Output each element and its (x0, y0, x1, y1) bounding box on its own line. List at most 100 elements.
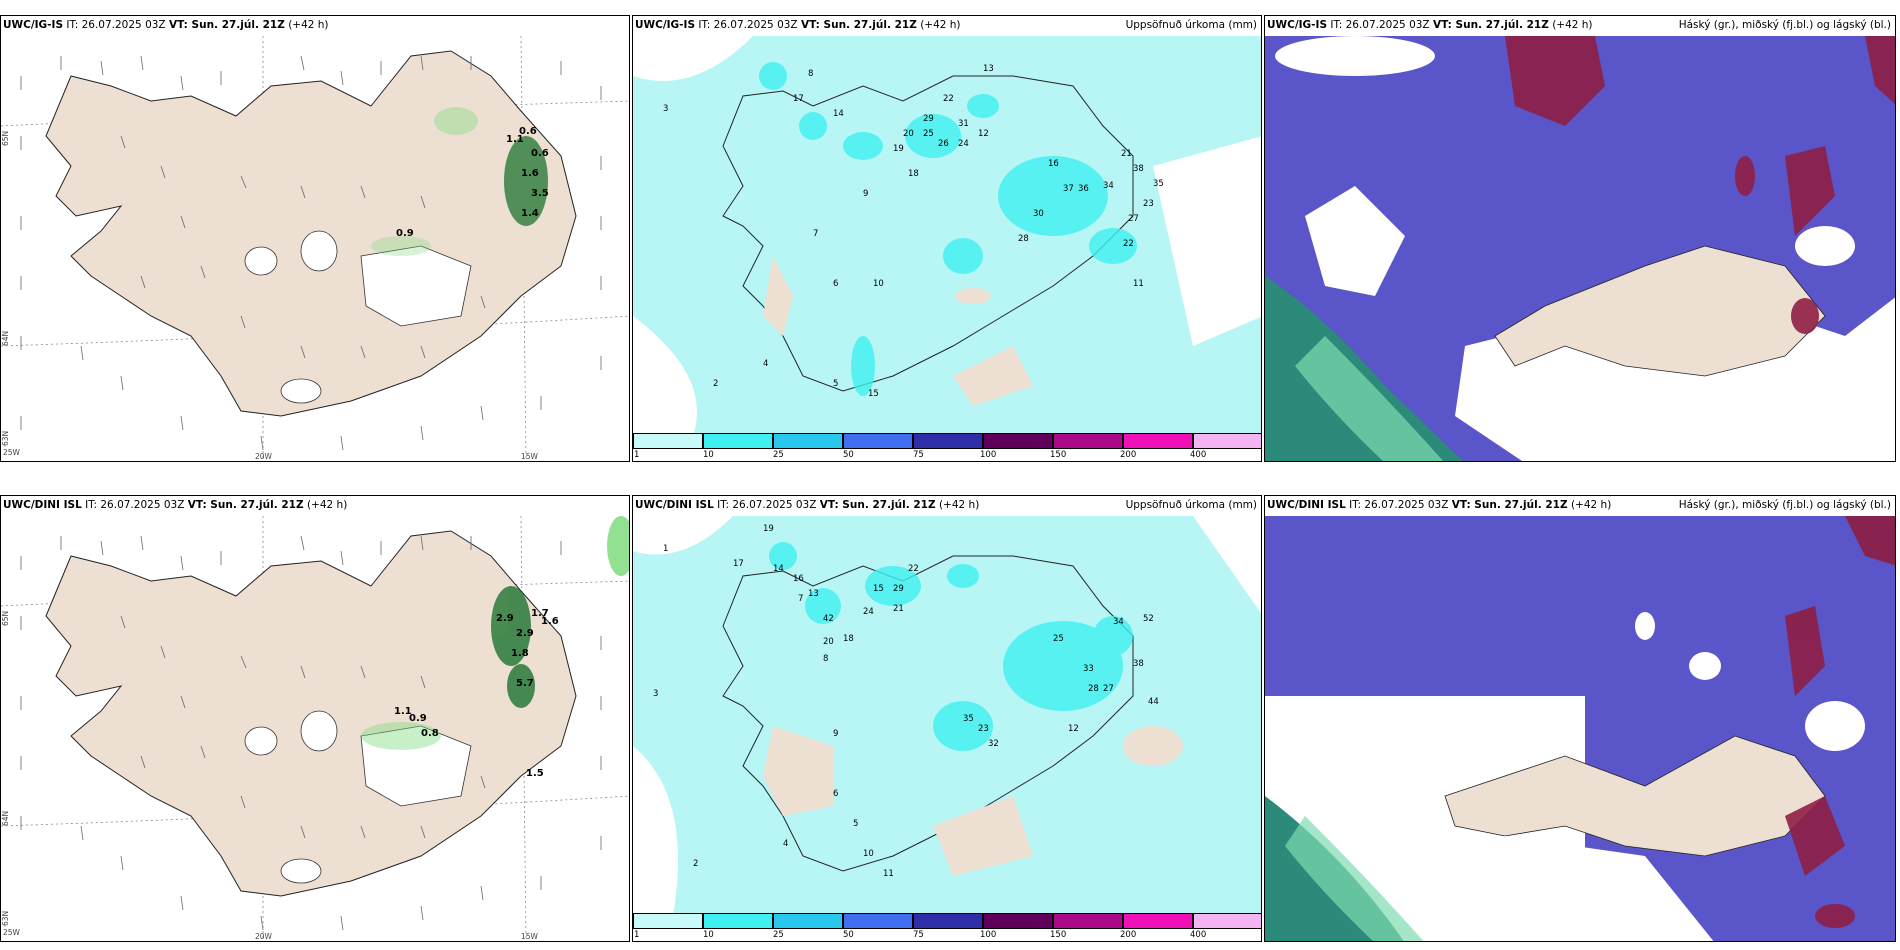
lead-time: (+42 h) (1570, 499, 1612, 511)
lon-label: 15W (521, 452, 538, 461)
panel-header: UWC/IG-IS IT: 26.07.2025 03Z VT: Sun. 27… (3, 19, 329, 31)
wind-precip-map-ig-is: UWC/IG-IS IT: 26.07.2025 03Z VT: Sun. 27… (0, 15, 630, 462)
panel-header: UWC/DINI ISL IT: 26.07.2025 03Z VT: Sun.… (3, 499, 347, 511)
map-canvas: 0.6 0.6 1.1 1.6 3.5 1.4 0.9 (1, 35, 629, 461)
colorbar-swatch (1193, 913, 1261, 929)
lat-label: 64N (1, 810, 10, 826)
precip-value: 17 (793, 94, 804, 104)
lat-label: 63N (1, 910, 10, 926)
precip-value-label: 0.6 (531, 148, 549, 159)
precip-value: 29 (923, 114, 934, 124)
colorbar-swatch (703, 433, 773, 449)
lat-label: 65N (1, 610, 10, 626)
panel-header: UWC/IG-IS IT: 26.07.2025 03Z VT: Sun. 27… (635, 19, 961, 31)
precip-colorbar: 1 10 25 50 75 100 150 200 400 (633, 911, 1261, 941)
lead-time: (+42 h) (306, 499, 348, 511)
precip-value: 4 (763, 359, 768, 369)
map-canvas: 8 13 22 29 31 12 25 26 24 19 20 18 16 37… (633, 36, 1261, 436)
precip-value: 26 (938, 139, 949, 149)
precip-value: 3 (663, 104, 668, 114)
precip-value: 5 (833, 379, 838, 389)
precip-value: 13 (983, 64, 994, 74)
precip-value: 28 (1088, 684, 1099, 694)
precip-value: 23 (978, 724, 989, 734)
colorbar-swatch (1053, 433, 1123, 449)
precip-value: 27 (1103, 684, 1114, 694)
precip-value: 22 (908, 564, 919, 574)
precip-value-labels: 2.9 1.7 1.6 2.9 1.8 5.7 1.1 0.9 0.8 1.5 (394, 608, 559, 779)
precip-value: 38 (1133, 164, 1144, 174)
colorbar-tick: 1 (634, 930, 640, 940)
precip-value: 23 (1143, 199, 1154, 209)
precip-value: 21 (893, 604, 904, 614)
precip-map-dini-isl: UWC/DINI ISL IT: 26.07.2025 03Z VT: Sun.… (632, 495, 1262, 942)
precip-colorbar: 1 10 25 50 75 100 150 200 400 (633, 431, 1261, 461)
it-label: IT: (1330, 19, 1343, 31)
precip-value: 11 (1133, 279, 1144, 289)
precip-value: 52 (1143, 614, 1154, 624)
precip-value: 12 (978, 129, 989, 139)
map-canvas: 19 17 14 16 13 22 29 21 15 24 42 18 20 5… (633, 516, 1261, 916)
colorbar-swatch (1193, 433, 1261, 449)
colorbar-tick: 100 (980, 930, 997, 940)
vt-label: VT: Sun. 27.júl. 21Z (168, 19, 285, 31)
colorbar-swatch (633, 433, 703, 449)
precip-value: 14 (833, 109, 844, 119)
colorbar-tick: 25 (773, 450, 784, 460)
vt-label: VT: Sun. 27.júl. 21Z (819, 499, 936, 511)
precip-value: 2 (713, 379, 718, 389)
colorbar-swatch (843, 913, 913, 929)
precip-value-label: 1.6 (541, 616, 559, 627)
precip-value: 30 (1033, 209, 1044, 219)
colorbar-tick: 75 (913, 450, 924, 460)
precip-value: 13 (808, 589, 819, 599)
colorbar-tick: 10 (703, 930, 714, 940)
precip-value: 7 (798, 594, 803, 604)
precip-value: 35 (963, 714, 974, 724)
panel-header: UWC/DINI ISL IT: 26.07.2025 03Z VT: Sun.… (635, 499, 979, 511)
precip-value: 14 (773, 564, 784, 574)
precip-value: 32 (988, 739, 999, 749)
precip-value: 15 (868, 389, 879, 399)
precip-value: 7 (813, 229, 818, 239)
precip-value: 27 (1128, 214, 1139, 224)
precip-value: 21 (1121, 149, 1132, 159)
precip-value: 2 (693, 859, 698, 869)
colorbar-tick: 10 (703, 450, 714, 460)
it-label: IT: (717, 499, 730, 511)
precip-value-label: 2.9 (516, 628, 534, 639)
colorbar-tick: 400 (1190, 930, 1207, 940)
precip-value: 19 (763, 524, 774, 534)
map-canvas (1265, 516, 1895, 941)
colorbar-swatch (1053, 913, 1123, 929)
precip-cyan-patches (759, 62, 1137, 396)
lead-time: (+42 h) (938, 499, 980, 511)
precip-value: 36 (1078, 184, 1089, 194)
colorbar-tick: 100 (980, 450, 997, 460)
precip-value: 25 (923, 129, 934, 139)
model-name: UWC/IG-IS (3, 19, 64, 31)
precip-value-label: 0.8 (421, 728, 439, 739)
precip-value: 34 (1113, 617, 1124, 627)
vt-label: VT: Sun. 27.júl. 21Z (1451, 499, 1568, 511)
colorbar-swatch (843, 433, 913, 449)
vt-label: VT: Sun. 27.júl. 21Z (1432, 19, 1549, 31)
precip-value-label: 1.5 (526, 768, 544, 779)
precip-value-label: 0.9 (396, 228, 414, 239)
precip-value-label: 0.6 (519, 126, 537, 137)
colorbar-tick: 50 (843, 450, 854, 460)
it-label: IT: (85, 499, 98, 511)
colorbar-swatch (913, 433, 983, 449)
lon-label: 20W (255, 932, 272, 941)
colorbar-swatch (703, 913, 773, 929)
it-label: IT: (1349, 499, 1362, 511)
cloud-title: Háský (gr.), miðský (fj.bl.) og lágský (… (1678, 499, 1891, 511)
precip-value: 6 (833, 279, 838, 289)
colorbar-swatch (633, 913, 703, 929)
precip-value: 8 (808, 69, 813, 79)
precip-value-label: 0.9 (409, 713, 427, 724)
colorbar-swatch (773, 913, 843, 929)
precip-value: 22 (1123, 239, 1134, 249)
precip-value: 1 (663, 544, 668, 554)
it-label: IT: (66, 19, 79, 31)
